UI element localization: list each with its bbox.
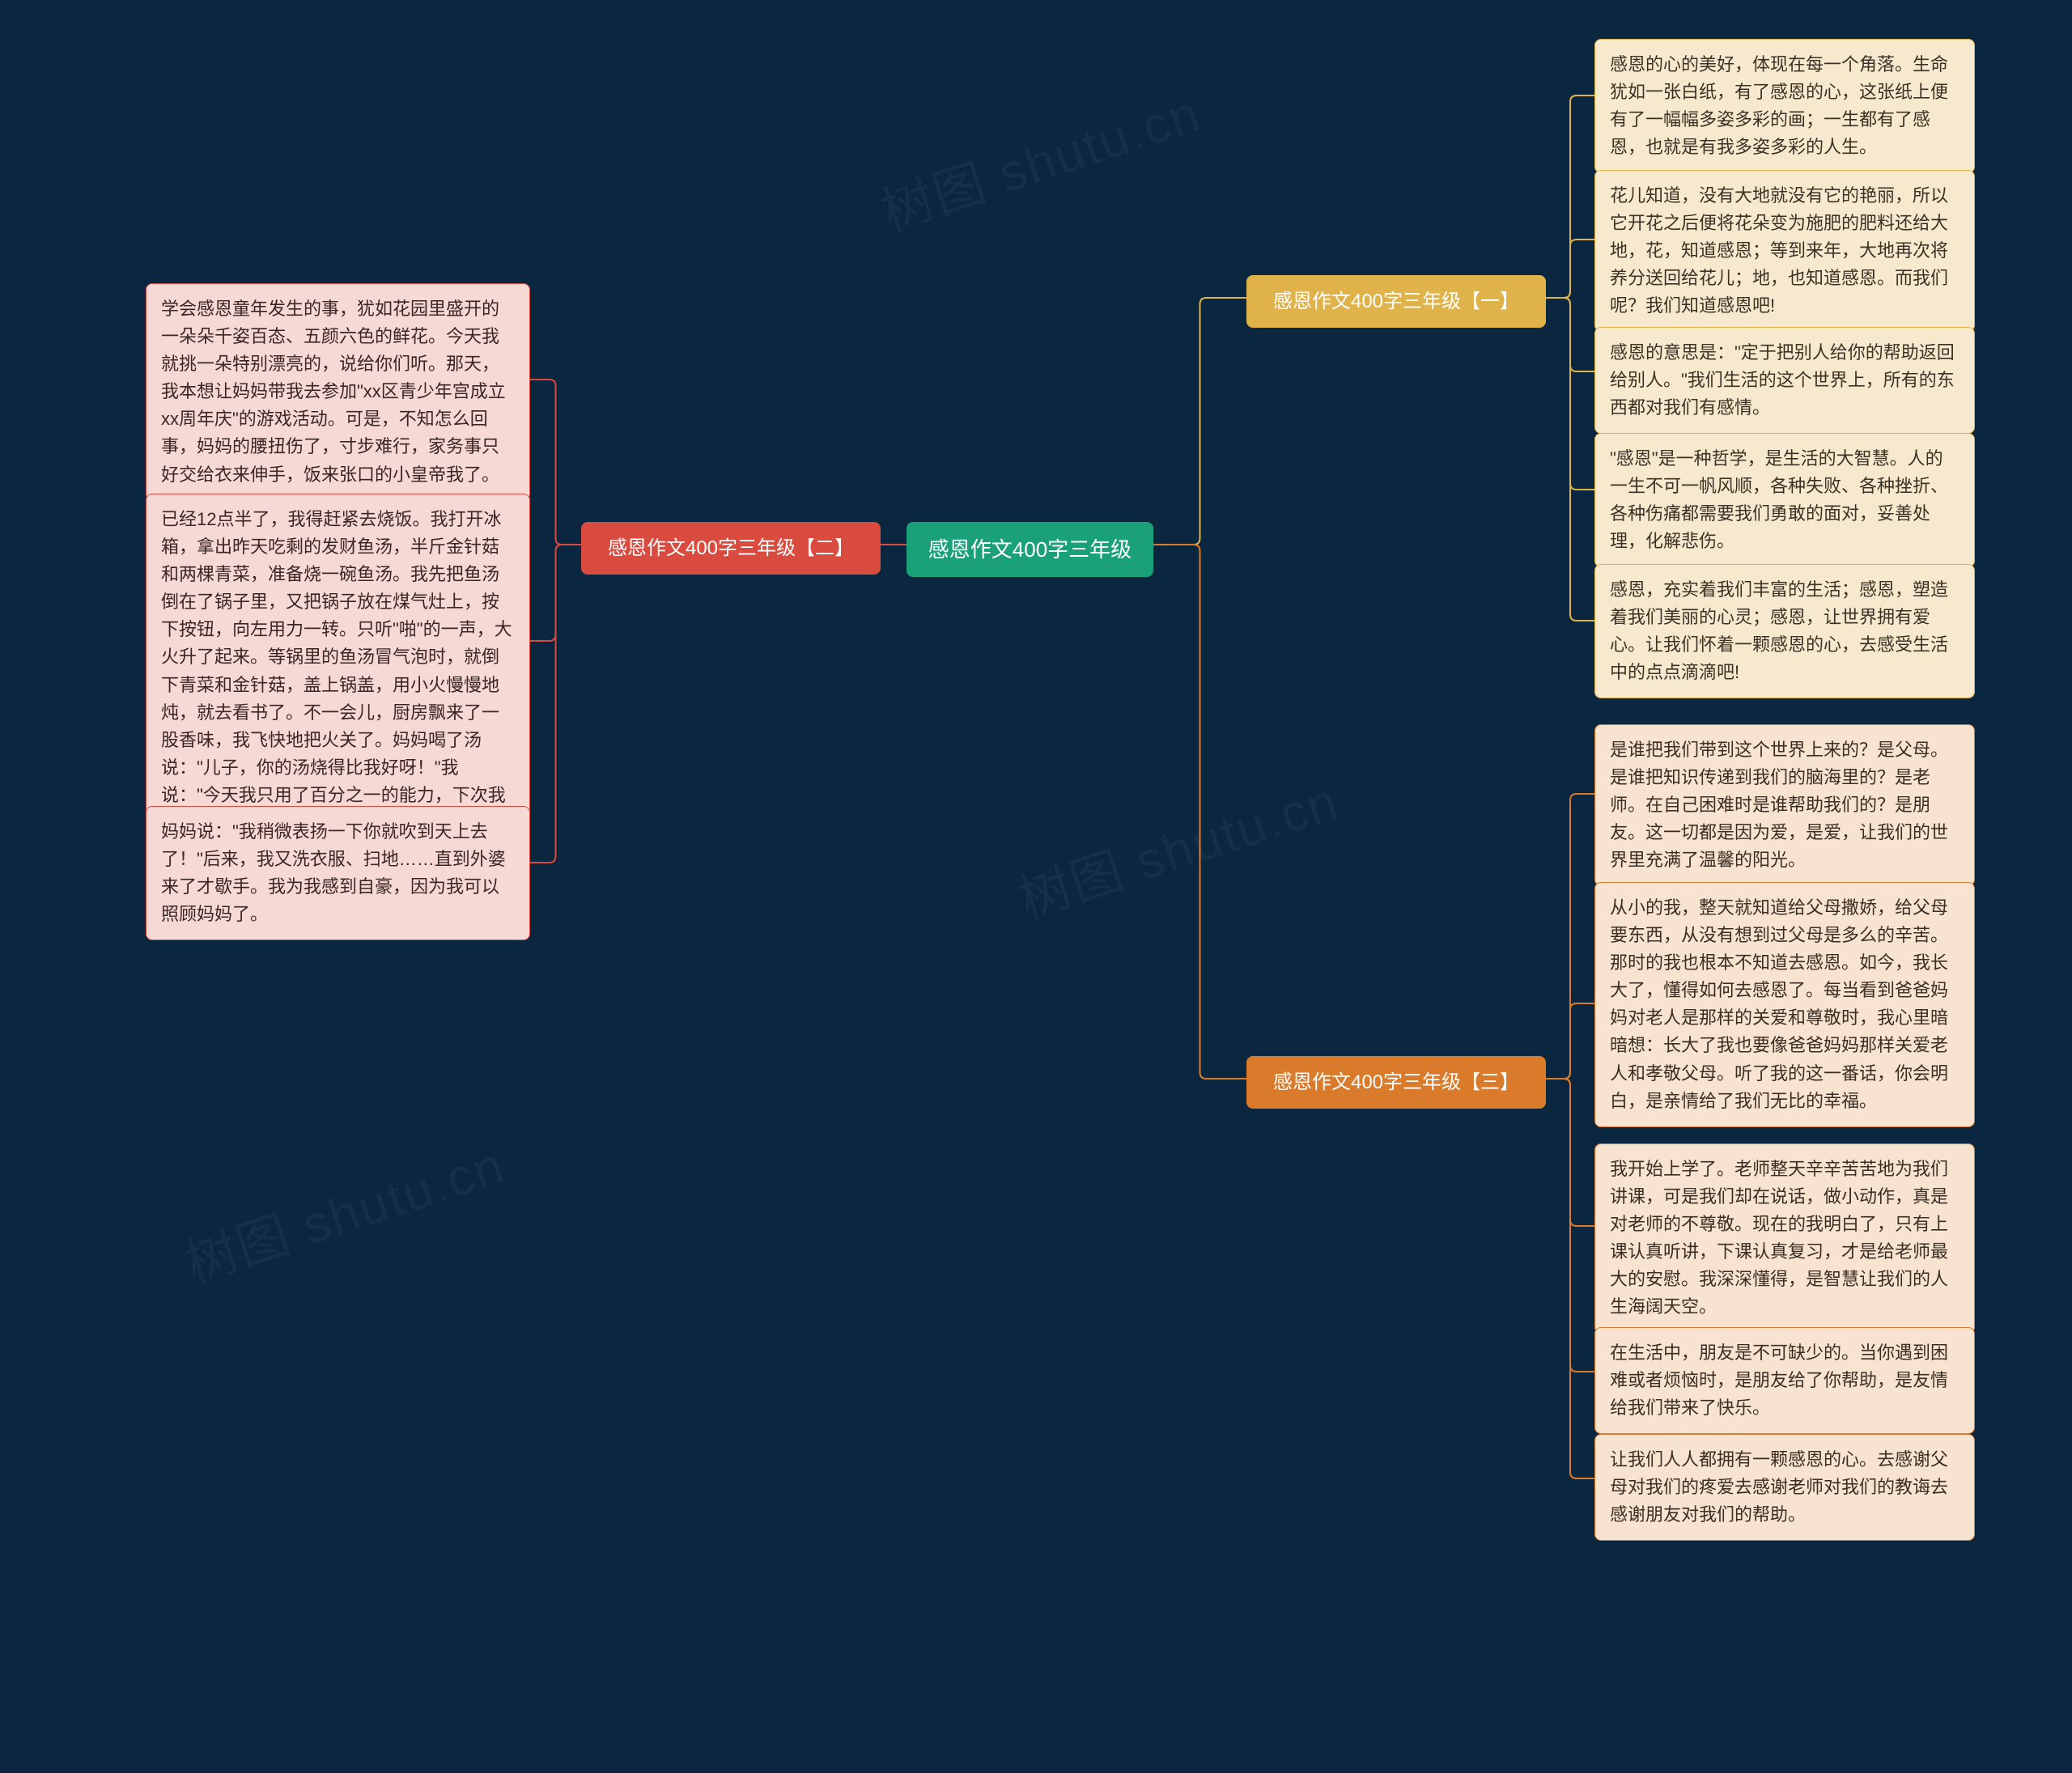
leaf-b3-2: 我开始上学了。老师整天辛辛苦苦地为我们讲课，可是我们却在说话，做小动作，真是对老…	[1594, 1143, 1975, 1334]
leaf-b3-3: 在生活中，朋友是不可缺少的。当你遇到困难或者烦恼时，是朋友给了你帮助，是友情给我…	[1594, 1327, 1975, 1434]
branch-b1: 感恩作文400字三年级【一】	[1246, 275, 1546, 328]
leaf-b2-0: 学会感恩童年发生的事，犹如花园里盛开的一朵朵千姿百态、五颜六色的鲜花。今天我就挑…	[146, 283, 530, 501]
branch-b3: 感恩作文400字三年级【三】	[1246, 1056, 1546, 1109]
leaf-b1-4: 感恩，充实着我们丰富的生活；感恩，塑造着我们美丽的心灵；感恩，让世界拥有爱心。让…	[1594, 564, 1975, 698]
leaf-b1-3: "感恩"是一种哲学，是生活的大智慧。人的一生不可一帆风顺，各种失败、各种挫折、各…	[1594, 433, 1975, 567]
leaf-b2-1: 已经12点半了，我得赶紧去烧饭。我打开冰箱，拿出昨天吃剩的发财鱼汤，半斤金针菇和…	[146, 494, 530, 849]
leaf-b3-4: 让我们人人都拥有一颗感恩的心。去感谢父母对我们的疼爱去感谢老师对我们的教诲去感谢…	[1594, 1434, 1975, 1541]
leaf-b2-2: 妈妈说："我稍微表扬一下你就吹到天上去了！"后来，我又洗衣服、扫地……直到外婆来…	[146, 806, 530, 940]
leaf-b1-2: 感恩的意思是："定于把别人给你的帮助返回给别人。"我们生活的这个世界上，所有的东…	[1594, 327, 1975, 434]
root-node: 感恩作文400字三年级	[906, 522, 1153, 577]
leaf-b3-1: 从小的我，整天就知道给父母撒娇，给父母要东西，从没有想到过父母是多么的辛苦。那时…	[1594, 882, 1975, 1127]
branch-b2: 感恩作文400字三年级【二】	[581, 522, 881, 575]
leaf-b1-0: 感恩的心的美好，体现在每一个角落。生命犹如一张白纸，有了感恩的心，这张纸上便有了…	[1594, 39, 1975, 173]
leaf-b3-0: 是谁把我们带到这个世界上来的？是父母。是谁把知识传递到我们的脑海里的？是老师。在…	[1594, 724, 1975, 886]
leaf-b1-1: 花儿知道，没有大地就没有它的艳丽，所以它开花之后便将花朵变为施肥的肥料还给大地，…	[1594, 170, 1975, 332]
